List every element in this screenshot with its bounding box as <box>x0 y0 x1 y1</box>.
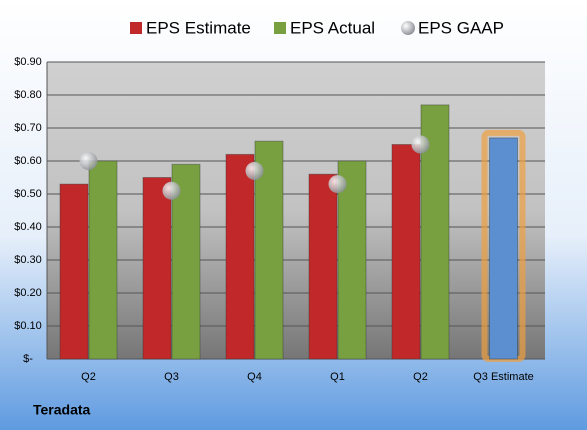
bar <box>391 144 421 360</box>
y-tick-label: $0.90 <box>14 56 42 68</box>
bar <box>171 163 201 360</box>
y-tick-label: $0.80 <box>14 89 42 101</box>
x-tick-label: Q3 <box>164 371 179 383</box>
bar <box>254 140 284 360</box>
y-tick-label: $0.60 <box>14 155 42 167</box>
y-tick-label: $0.20 <box>14 287 42 299</box>
marker <box>245 161 264 180</box>
footer: Teradata <box>33 402 91 418</box>
bar <box>142 177 172 360</box>
bar <box>225 153 255 360</box>
y-tick-label: $- <box>23 353 33 365</box>
x-tick-label: Q2 <box>413 371 428 383</box>
y-tick-label: $0.50 <box>14 188 42 200</box>
y-tick-label: $0.40 <box>14 221 42 233</box>
marker <box>162 181 181 200</box>
marker <box>328 175 347 194</box>
x-tick-label: Q1 <box>330 371 345 383</box>
x-tick-label: Q4 <box>247 371 262 383</box>
marker <box>79 152 98 170</box>
bar <box>489 137 518 360</box>
marker <box>411 135 430 154</box>
plot-area <box>47 62 545 359</box>
y-tick-label: $0.70 <box>14 122 42 134</box>
y-tick-label: $0.10 <box>14 320 42 332</box>
legend-marker <box>130 22 142 34</box>
bar <box>308 173 338 360</box>
bar <box>337 160 367 360</box>
x-tick-label: Q2 <box>81 371 96 383</box>
x-tick-label: Q3 Estimate <box>473 371 534 383</box>
bar <box>59 183 89 360</box>
legend-marker <box>274 22 286 34</box>
y-tick-label: $0.30 <box>14 254 42 266</box>
bar <box>88 160 118 360</box>
legend-label: EPS GAAP <box>418 18 504 37</box>
legend-label: EPS Estimate <box>146 18 251 37</box>
legend-marker <box>401 21 415 35</box>
legend-label: EPS Actual <box>290 18 375 37</box>
